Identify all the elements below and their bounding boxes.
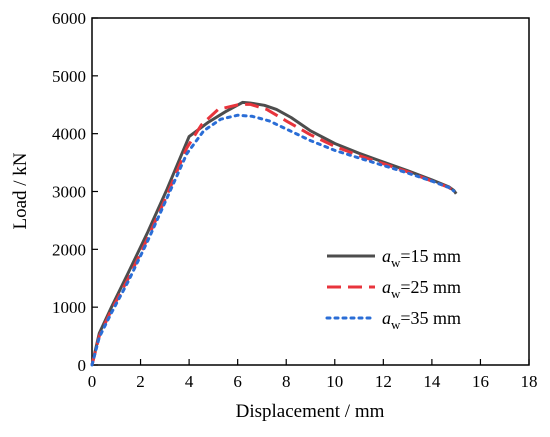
- x-tick-label: 10: [326, 372, 343, 391]
- x-tick-label: 18: [521, 372, 538, 391]
- x-tick-label: 4: [185, 372, 194, 391]
- plot-frame: [91, 17, 530, 366]
- legend-label-1: aw=15 mm: [382, 246, 461, 270]
- y-tick-label: 1000: [52, 298, 86, 317]
- axis-ticks: [91, 17, 530, 366]
- y-tick-label: 4000: [52, 125, 86, 144]
- x-tick-label: 8: [282, 372, 291, 391]
- y-axis-title: Load / kN: [10, 152, 31, 229]
- legend-label-2: aw=25 mm: [382, 277, 461, 301]
- y-tick-label: 2000: [52, 240, 86, 259]
- x-axis-title: Displacement / mm: [236, 401, 385, 422]
- legend: aw=15 mm aw=25 mm aw=35 mm: [325, 246, 461, 332]
- y-tick-label: 3000: [52, 183, 86, 202]
- y-tick-label: 5000: [52, 67, 86, 86]
- x-tick-label: 2: [136, 372, 145, 391]
- x-tick-label: 12: [375, 372, 392, 391]
- series-layer: [90, 100, 458, 367]
- y-tick-label: 6000: [52, 9, 86, 28]
- series-line-2: [90, 102, 455, 366]
- x-tick-label: 16: [472, 372, 489, 391]
- axis-tick-labels: 0 2 4 6 8 10 12 14 16 18 0 1000 2000 3000 4000 5000 6000: [52, 9, 538, 391]
- series-line-3: [90, 113, 456, 367]
- legend-label-3: aw=35 mm: [382, 308, 461, 332]
- x-tick-label: 6: [233, 372, 242, 391]
- series-line-1: [90, 100, 458, 366]
- x-tick-label: 14: [423, 372, 441, 391]
- y-tick-label: 0: [78, 356, 87, 375]
- x-tick-label: 0: [88, 372, 97, 391]
